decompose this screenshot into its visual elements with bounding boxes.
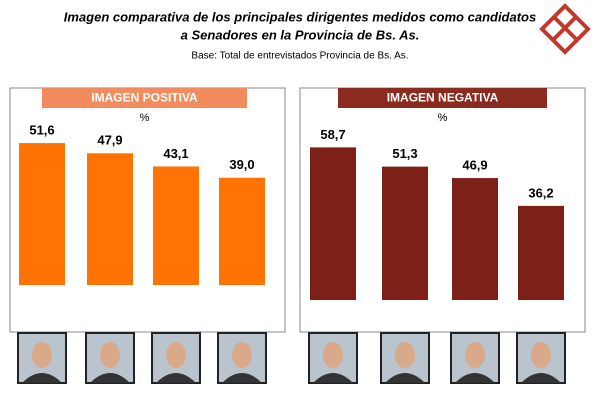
candidate-photo xyxy=(308,332,358,384)
bar xyxy=(310,147,356,300)
candidate-photo xyxy=(217,332,267,384)
photo-body xyxy=(313,373,353,383)
value-label: 36,2 xyxy=(528,185,553,200)
candidate-photo xyxy=(450,332,500,384)
candidate-photo xyxy=(151,332,201,384)
photo-face xyxy=(395,342,415,368)
photo-face xyxy=(531,342,551,368)
bar xyxy=(452,178,498,300)
value-label: 46,9 xyxy=(462,157,487,172)
photo-face xyxy=(32,342,52,368)
photo-body xyxy=(455,373,495,383)
value-label: 39,0 xyxy=(229,157,254,172)
candidate-photo xyxy=(17,332,67,384)
bar xyxy=(153,166,199,285)
photo-face xyxy=(465,342,485,368)
photo-face xyxy=(166,342,186,368)
panel-header xyxy=(42,88,247,108)
photo-body xyxy=(22,373,62,383)
panel-title: IMAGEN NEGATIVA xyxy=(387,91,499,105)
bar xyxy=(87,153,133,285)
photo-face xyxy=(100,342,120,368)
value-label: 58,7 xyxy=(320,127,345,142)
candidate-photo xyxy=(380,332,430,384)
photo-body xyxy=(90,373,130,383)
panel-header xyxy=(338,88,547,108)
unit-label: % xyxy=(438,112,448,124)
logo xyxy=(539,3,591,55)
unit-label: % xyxy=(140,112,150,124)
subtitle: Base: Total de entrevistados Provincia d… xyxy=(191,51,408,62)
bar xyxy=(518,205,564,300)
title-line: a Senadores en la Provincia de Bs. As. xyxy=(181,27,420,42)
bar xyxy=(219,177,265,285)
bar xyxy=(19,143,65,285)
photo-body xyxy=(385,373,425,383)
photo-face xyxy=(232,342,252,368)
candidate-photo xyxy=(516,332,566,384)
panel-title: IMAGEN POSITIVA xyxy=(91,91,198,105)
photo-body xyxy=(521,373,561,383)
value-label: 47,9 xyxy=(97,133,122,148)
candidate-photo xyxy=(85,332,135,384)
value-label: 51,3 xyxy=(392,146,417,161)
title-line: Imagen comparativa de los principales di… xyxy=(64,9,536,24)
value-label: 51,6 xyxy=(29,123,54,138)
photo-body xyxy=(156,373,196,383)
photo-body xyxy=(222,373,262,383)
value-label: 43,1 xyxy=(163,146,188,161)
photo-face xyxy=(323,342,343,368)
bar xyxy=(382,166,428,300)
